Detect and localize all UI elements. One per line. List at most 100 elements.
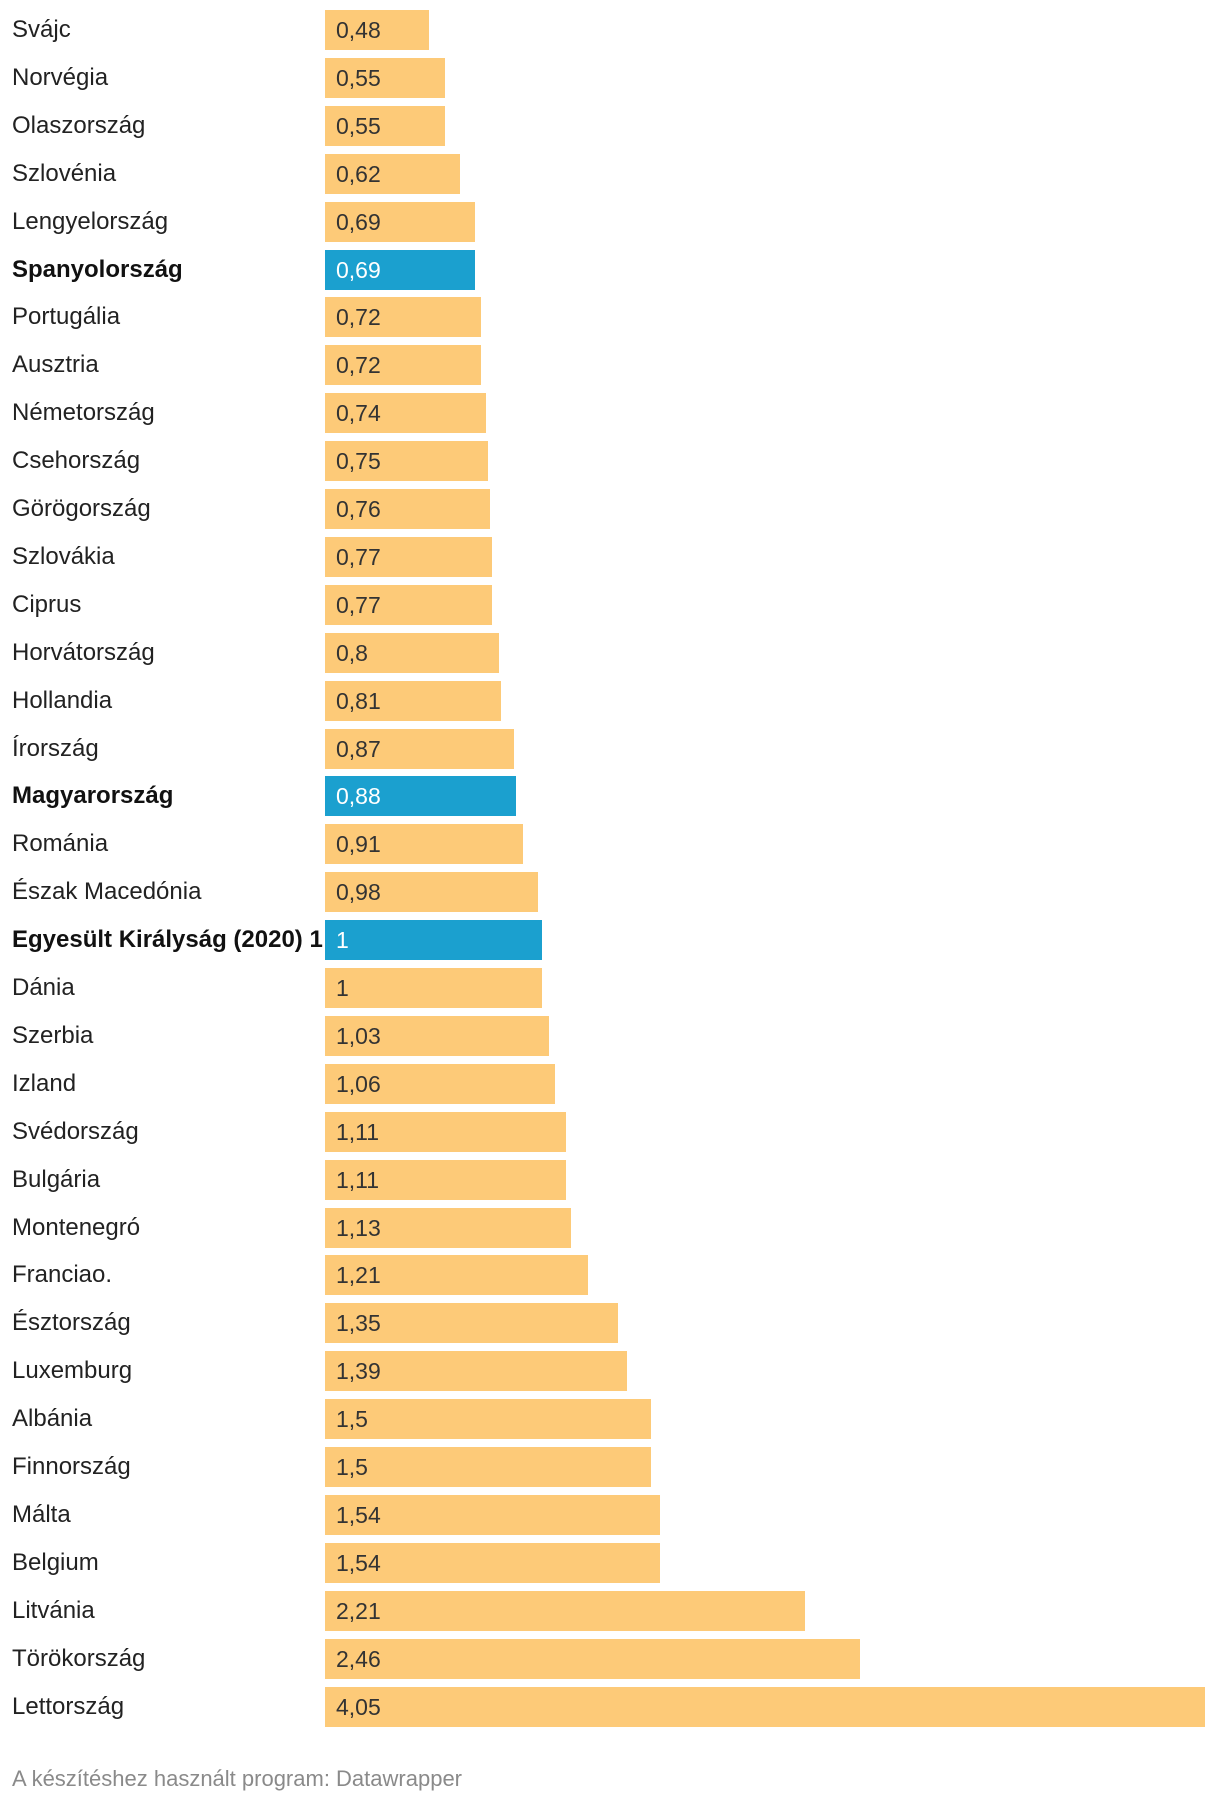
- category-label: Franciao.: [12, 1261, 113, 1288]
- value-label: 0,75: [336, 448, 381, 474]
- category-label: Bulgária: [12, 1166, 101, 1193]
- bar: [325, 1447, 651, 1487]
- category-label: Ausztria: [12, 351, 99, 378]
- category-label: Magyarország: [12, 782, 174, 809]
- category-label: Észak Macedónia: [12, 878, 202, 905]
- chart-row: Luxemburg 1,39: [0, 1351, 1220, 1399]
- category-label: Hollandia: [12, 687, 113, 714]
- chart-row: Horvátország 0,8: [0, 633, 1220, 681]
- chart-row: Spanyolország 0,69: [0, 250, 1220, 298]
- category-label: Norvégia: [12, 64, 109, 91]
- value-label: 0,72: [336, 352, 381, 378]
- value-label: 1,13: [336, 1215, 381, 1241]
- bar: [325, 1303, 618, 1343]
- value-label: 0,55: [336, 65, 381, 91]
- chart-row: Albánia 1,5: [0, 1399, 1220, 1447]
- category-label: Olaszország: [12, 112, 146, 139]
- bar: [325, 1495, 660, 1535]
- value-label: 1: [336, 975, 349, 1001]
- bar: [325, 968, 542, 1008]
- bar: [325, 729, 514, 769]
- bar: [325, 441, 488, 481]
- chart-row: Franciao. 1,21: [0, 1255, 1220, 1303]
- footer-credit: A készítéshez használt program: Datawrap…: [12, 1766, 463, 1791]
- bar: [325, 824, 523, 864]
- chart-row: Izland 1,06: [0, 1064, 1220, 1112]
- category-label: Portugália: [12, 303, 121, 330]
- bar: [325, 1160, 566, 1200]
- bar: [325, 250, 475, 290]
- bar: [325, 585, 492, 625]
- value-label: 2,46: [336, 1646, 381, 1672]
- value-label: 0,81: [336, 688, 381, 714]
- category-label: Románia: [12, 830, 109, 857]
- bar: [325, 537, 492, 577]
- chart-row: Olaszország 0,55: [0, 106, 1220, 154]
- chart-row: Hollandia 0,81: [0, 681, 1220, 729]
- chart-row: Ciprus 0,77: [0, 585, 1220, 633]
- category-label: Egyesült Királyság (2020) 1: [12, 926, 323, 953]
- value-label: 0,72: [336, 304, 381, 330]
- category-label: Svájc: [12, 16, 71, 43]
- bar: [325, 633, 499, 673]
- chart-row: Csehország 0,75: [0, 441, 1220, 489]
- bar-chart: Svájc 0,48 Norvégia 0,55 Olaszország 0,55 Szlo…: [0, 10, 1220, 1735]
- category-label: Szerbia: [12, 1022, 94, 1049]
- bar: [325, 393, 486, 433]
- chart-row: Románia 0,91: [0, 824, 1220, 872]
- category-label: Izland: [12, 1070, 77, 1097]
- value-label: 0,91: [336, 831, 381, 857]
- chart-row: Lengyelország 0,69: [0, 202, 1220, 250]
- category-label: Törökország: [12, 1645, 146, 1672]
- value-label: 1,39: [336, 1358, 381, 1384]
- chart-row: Szlovákia 0,77: [0, 537, 1220, 585]
- category-label: Ciprus: [12, 591, 82, 618]
- value-label: 1,11: [336, 1167, 380, 1193]
- category-label: Írország: [12, 735, 99, 762]
- value-label: 0,62: [336, 161, 381, 187]
- chart-row: Lettország 4,05: [0, 1687, 1220, 1735]
- category-label: Spanyolország: [12, 256, 183, 283]
- bar: [325, 154, 460, 194]
- chart-row: Ausztria 0,72: [0, 345, 1220, 393]
- category-label: Németország: [12, 399, 155, 426]
- value-label: 0,48: [336, 17, 381, 43]
- value-label: 4,05: [336, 1694, 381, 1720]
- bar: [325, 1112, 566, 1152]
- bar: [325, 1639, 860, 1679]
- value-label: 0,98: [336, 879, 381, 905]
- chart-row: Szlovénia 0,62: [0, 154, 1220, 202]
- chart-row: Törökország 2,46: [0, 1639, 1220, 1687]
- bar: [325, 1543, 660, 1583]
- value-label: 0,77: [336, 544, 381, 570]
- bar: [325, 345, 481, 385]
- bar: [325, 489, 490, 529]
- category-label: Málta: [12, 1501, 71, 1528]
- bar: [325, 58, 445, 98]
- chart-row: Málta 1,54: [0, 1495, 1220, 1543]
- category-label: Görögország: [12, 495, 151, 522]
- category-label: Belgium: [12, 1549, 99, 1576]
- chart-row: Finnország 1,5: [0, 1447, 1220, 1495]
- value-label: 1,5: [336, 1406, 368, 1432]
- bar: [325, 202, 475, 242]
- bar: [325, 1016, 549, 1056]
- category-label: Finnország: [12, 1453, 131, 1480]
- value-label: 0,55: [336, 113, 381, 139]
- bar: [325, 1064, 555, 1104]
- value-label: 0,77: [336, 592, 381, 618]
- bar: [325, 106, 445, 146]
- chart-row: Észtország 1,35: [0, 1303, 1220, 1351]
- value-label: 0,8: [336, 640, 368, 666]
- bar: [325, 1591, 805, 1631]
- category-label: Észtország: [12, 1309, 131, 1336]
- bar: [325, 1399, 651, 1439]
- chart-row: Norvégia 0,55: [0, 58, 1220, 106]
- value-label: 1,5: [336, 1454, 368, 1480]
- chart-row: Portugália 0,72: [0, 297, 1220, 345]
- chart-row: Egyesült Királyság (2020) 1 1: [0, 920, 1220, 968]
- category-label: Dánia: [12, 974, 75, 1001]
- chart-row: Montenegró 1,13: [0, 1208, 1220, 1256]
- chart-row: Görögország 0,76: [0, 489, 1220, 537]
- chart-row: Németország 0,74: [0, 393, 1220, 441]
